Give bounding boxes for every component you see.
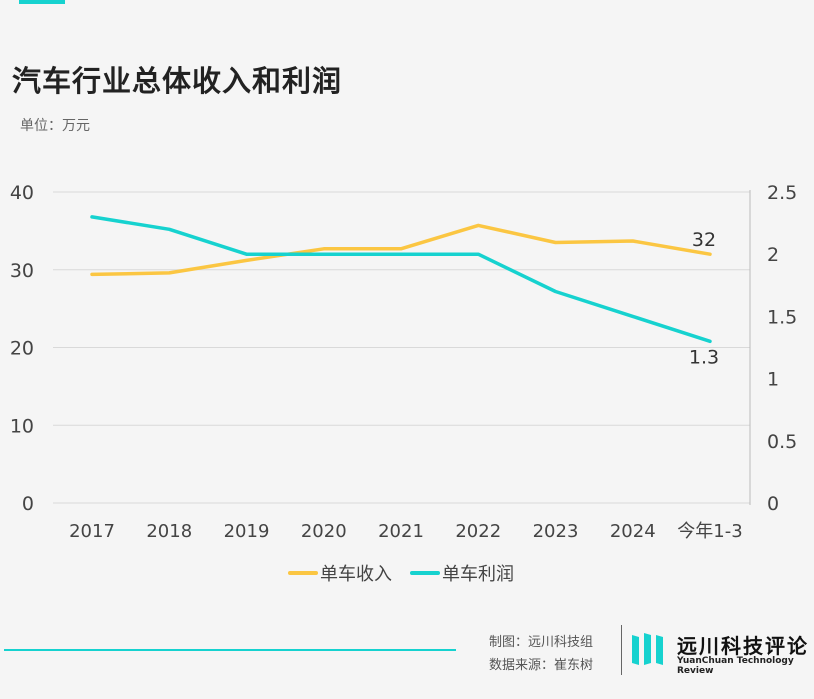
right-axis-tick-label: 1.5 (767, 306, 797, 328)
footer-accent-line (4, 649, 456, 651)
brand-logo-icon (632, 633, 663, 665)
x-axis-tick-label: 2022 (455, 521, 501, 542)
right-axis-tick-label: 2 (767, 244, 779, 266)
x-axis-tick-label: 2021 (378, 521, 424, 542)
series-line-revenue (90, 223, 712, 277)
data-label: 1.3 (689, 346, 719, 368)
credit-source: 数据来源：崔东树 (489, 658, 594, 673)
credit-maker: 制图：远川科技组 (489, 635, 594, 650)
right-axis-tick-label: 0 (767, 493, 779, 515)
brand-name-en: YuanChuan Technology Review (677, 656, 794, 676)
left-axis-tick-label: 30 (10, 260, 34, 282)
footer-divider (621, 625, 622, 675)
top-accent-bar (19, 0, 65, 4)
line-chart: 0 10 20 30 40 0 0.5 1 1.5 2 2.5 2017 2018 2019 2020 202… (10, 182, 797, 585)
right-axis-tick-label: 1 (767, 369, 779, 391)
series-line-profit (90, 215, 712, 344)
right-axis-tick-label: 0.5 (767, 431, 797, 453)
unit-label: 单位：万元 (20, 118, 90, 134)
x-axis-tick-label: 2020 (301, 521, 347, 542)
right-axis-tick-label: 2.5 (767, 182, 797, 204)
legend-label: 单车利润 (442, 564, 514, 585)
chart-title: 汽车行业总体收入和利润 (12, 64, 343, 98)
left-axis-tick-label: 20 (10, 338, 34, 360)
x-axis-tick-label: 2019 (224, 521, 270, 542)
x-axis-tick-label: 2018 (146, 521, 192, 542)
left-axis-tick-label: 10 (10, 415, 34, 437)
x-axis-tick-label: 2024 (610, 521, 656, 542)
legend-label: 单车收入 (320, 564, 392, 585)
x-axis-tick-label: 2017 (69, 521, 115, 542)
x-axis-tick-label: 今年1-3 (677, 521, 742, 542)
left-axis-tick-label: 40 (10, 182, 34, 204)
left-axis-tick-label: 0 (22, 493, 34, 515)
data-label: 32 (692, 229, 716, 251)
x-axis-tick-label: 2023 (533, 521, 579, 542)
brand-name-cn: 远川科技评论 (677, 634, 809, 658)
